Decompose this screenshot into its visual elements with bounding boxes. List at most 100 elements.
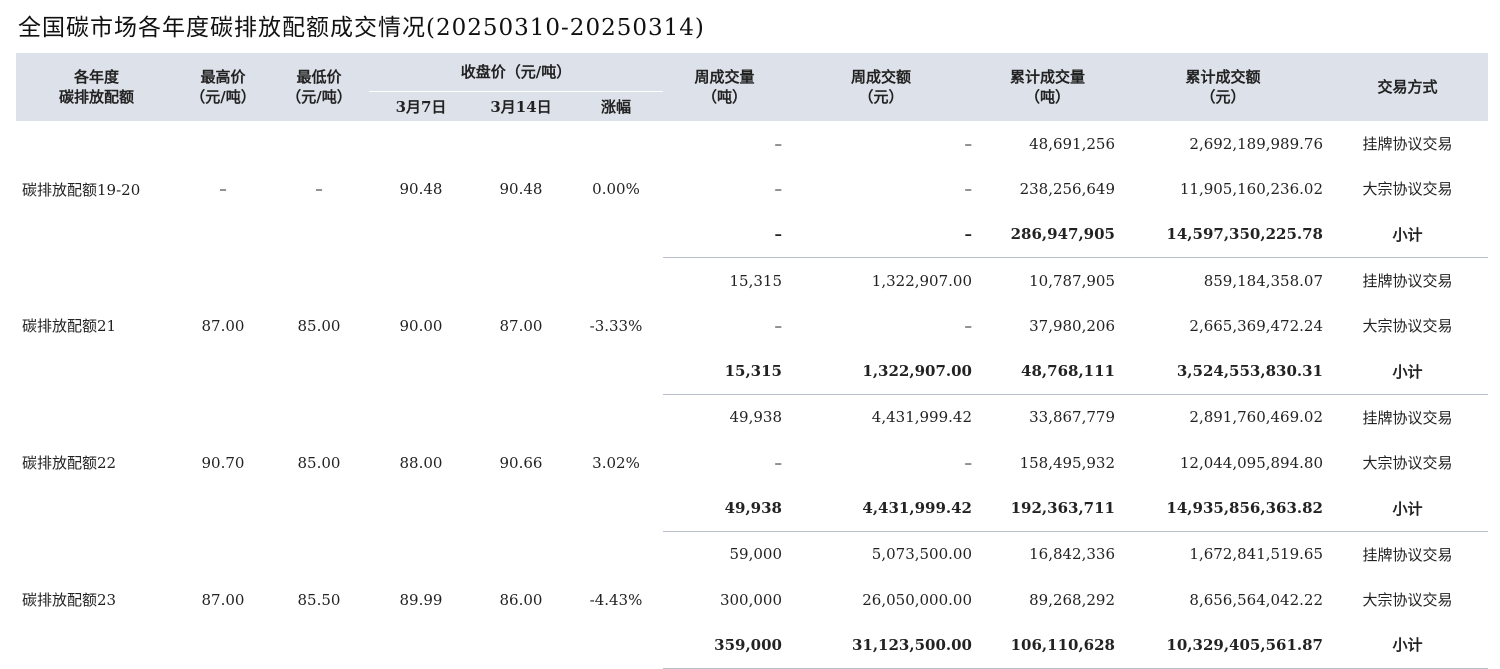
header-trade-method: 交易方式 [1327,53,1488,121]
cumulative-amount-cell: 1,672,841,519.65 [1189,545,1323,564]
weekly-volume-cell: – [774,134,783,153]
weekly-volume-cell: 300,000 [719,590,782,609]
low-price-cell: 85.50 [297,590,341,609]
cumulative-volume-cell: 286,947,905 [976,211,1119,258]
weekly-volume-cell: 49,938 [663,485,786,532]
table-row: 碳排放配额23 87.00 85.50 89.99 86.00 -4.43% 59,000 5… [16,531,1488,609]
table-row: 碳排放配额19-20 – – 90.48 90.48 0.00% – – 48,691,256 2… [16,121,1488,199]
cumulative-volume-cell: 192,363,711 [976,485,1119,532]
cumulative-volume-cell: 48,691,256 [1029,134,1115,153]
cumulative-amount-cell: 2,665,369,472.24 [1189,316,1323,335]
trade-method-cell: 挂牌协议交易 [1362,545,1453,564]
cumulative-amount-cell: 10,329,405,561.87 [1119,622,1327,669]
table-body: 碳排放配额19-20– –90.48 90.48 0.00% – –48,691,256 2… [16,121,1488,669]
header-cumulative-amount: 累计成交额 （元） [1119,53,1327,121]
weekly-amount-cell: 1,322,907.00 [786,348,976,395]
table-row: 碳排放配额22 90.70 85.00 88.00 90.66 3.02% 49,938 4,… [16,394,1488,472]
trade-method-cell: 挂牌协议交易 [1362,135,1453,154]
allowance-name-cell: 碳排放配额21 [22,317,117,336]
trade-method-cell: 小计 [1327,211,1488,258]
close-mar14-cell: 90.66 [499,453,543,472]
cumulative-amount-cell: 2,692,189,989.76 [1189,134,1323,153]
weekly-amount-cell: – [964,316,973,335]
close-mar7-cell: 90.48 [399,180,443,199]
trade-method-cell: 大宗协议交易 [1362,454,1453,473]
header-close-mar14: 3月14日 [473,91,569,121]
weekly-amount-cell: 5,073,500.00 [871,545,972,564]
header-weekly-amount: 周成交额 （元） [786,53,976,121]
cumulative-volume-cell: 158,495,932 [1019,453,1115,472]
cumulative-amount-cell: 14,597,350,225.78 [1119,211,1327,258]
table-row: 300,000 26,050,000.00 89,268,292 8,656,564,… [16,577,1488,622]
weekly-volume-cell: 59,000 [729,545,783,564]
weekly-volume-cell: – [774,179,783,198]
cumulative-amount-cell: 2,891,760,469.02 [1189,408,1323,427]
cumulative-volume-cell: 106,110,628 [976,622,1119,669]
weekly-amount-cell: 4,431,999.42 [786,485,976,532]
cumulative-volume-cell: 89,268,292 [1029,590,1115,609]
header-high-price: 最高价 （元/吨） [177,53,269,121]
allowance-name-cell: 碳排放配额23 [22,591,117,610]
close-mar7-cell: 90.00 [399,316,443,335]
cumulative-amount-cell: 12,044,095,894.80 [1179,453,1323,472]
table-row: – – 158,495,932 12,044,095,894.80 大宗协议交易 [16,440,1488,485]
header-weekly-volume: 周成交量 （吨） [663,53,786,121]
weekly-amount-cell: – [786,211,976,258]
header-allowance: 各年度 碳排放配额 [16,53,177,121]
cumulative-amount-cell: 859,184,358.07 [1203,271,1323,290]
cumulative-volume-cell: 33,867,779 [1029,408,1115,427]
cumulative-amount-cell: 11,905,160,236.02 [1179,179,1323,198]
high-price-cell: – [219,180,227,199]
weekly-volume-cell: 15,315 [663,348,786,395]
weekly-amount-cell: 31,123,500.00 [786,622,976,669]
allowance-name-cell: 碳排放配额22 [22,454,117,473]
low-price-cell: 85.00 [297,453,341,472]
table-header: 各年度 碳排放配额 最高价 （元/吨） 最低价 （元/吨） 收盘价（元/吨） 周成交量… [16,53,1488,121]
trade-method-cell: 小计 [1327,348,1488,395]
weekly-amount-cell: 26,050,000.00 [862,590,972,609]
weekly-volume-cell: 359,000 [663,622,786,669]
table-row: 15,315 1,322,907.00 48,768,111 3,524,553,83… [16,348,1488,395]
close-mar7-cell: 89.99 [399,590,443,609]
table-row: – – 37,980,206 2,665,369,472.24 大宗协议交易 [16,303,1488,348]
trade-method-cell: 大宗协议交易 [1362,180,1453,199]
weekly-amount-cell: – [964,134,973,153]
header-change: 涨幅 [569,91,663,121]
high-price-cell: 90.70 [201,453,245,472]
cumulative-volume-cell: 37,980,206 [1029,316,1115,335]
cumulative-amount-cell: 8,656,564,042.22 [1189,590,1323,609]
weekly-volume-cell: – [774,316,783,335]
close-mar14-cell: 90.48 [499,180,543,199]
weekly-volume-cell: 49,938 [729,408,783,427]
carbon-trading-table: 各年度 碳排放配额 最高价 （元/吨） 最低价 （元/吨） 收盘价（元/吨） 周成交量… [16,53,1488,669]
change-cell: -4.43% [589,590,643,609]
table-row: – – 238,256,649 11,905,160,236.02 大宗协议交易 [16,166,1488,211]
change-cell: -3.33% [589,316,643,335]
weekly-volume-cell: – [774,453,783,472]
trade-method-cell: 挂牌协议交易 [1362,408,1453,427]
weekly-volume-cell: 15,315 [729,271,783,290]
header-close-mar7: 3月7日 [369,91,473,121]
page-title: 全国碳市场各年度碳排放配额成交情况(20250310-20250314) [18,15,705,41]
change-cell: 0.00% [592,180,640,199]
table-row: 碳排放配额21 87.00 85.00 90.00 87.00 -3.33% 15,315 1… [16,257,1488,336]
header-low-price: 最低价 （元/吨） [269,53,369,121]
close-mar14-cell: 86.00 [499,590,543,609]
trade-method-cell: 大宗协议交易 [1362,591,1453,610]
table-row: 359,000 31,123,500.00 106,110,628 10,329,40… [16,622,1488,669]
weekly-amount-cell: – [964,453,973,472]
weekly-amount-cell: – [964,179,973,198]
table-row: – –286,947,905 14,597,350,225.78 小计 [16,211,1488,258]
cumulative-volume-cell: 238,256,649 [1019,179,1115,198]
trade-method-cell: 小计 [1327,622,1488,669]
weekly-volume-cell: – [663,211,786,258]
cumulative-amount-cell: 14,935,856,363.82 [1119,485,1327,532]
header-close-price: 收盘价（元/吨） [369,53,663,92]
low-price-cell: – [315,180,323,199]
cumulative-amount-cell: 3,524,553,830.31 [1119,348,1327,395]
change-cell: 3.02% [592,453,640,472]
weekly-amount-cell: 1,322,907.00 [871,271,972,290]
high-price-cell: 87.00 [201,590,245,609]
table-row: 49,938 4,431,999.42 192,363,711 14,935,856,… [16,485,1488,532]
cumulative-volume-cell: 10,787,905 [1029,271,1115,290]
